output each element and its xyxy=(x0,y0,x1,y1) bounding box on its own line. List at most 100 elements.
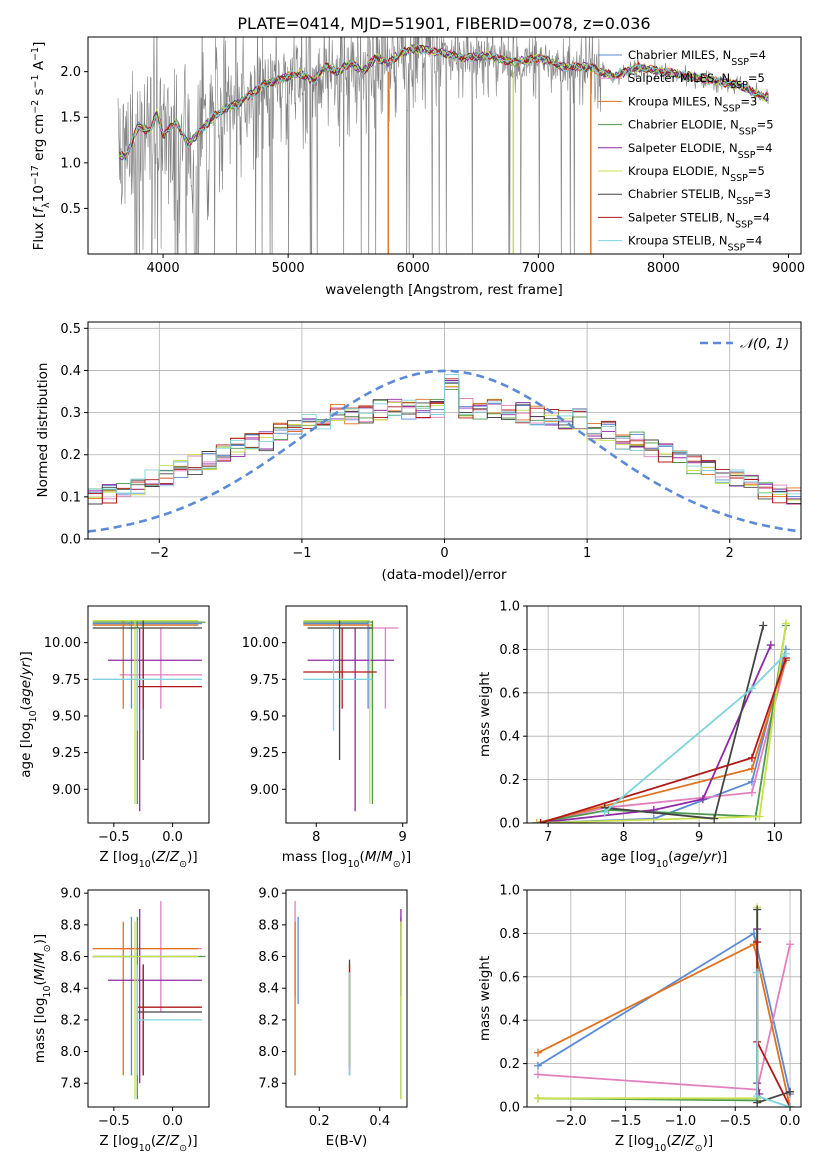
x-tick-label: 5000 xyxy=(272,261,305,276)
x-tick-label: 8 xyxy=(619,830,627,845)
label-part: ⊙ xyxy=(179,859,187,870)
y-tick-label: 9.50 xyxy=(52,709,81,724)
label-part: −2 xyxy=(30,100,41,114)
label-part: )] xyxy=(32,934,48,945)
y-tick-label: 0.8 xyxy=(499,927,520,942)
label-part: M xyxy=(365,849,377,865)
axes-frame xyxy=(285,605,408,824)
label-part: yr xyxy=(18,660,34,676)
x-tick-label: 1 xyxy=(583,546,591,561)
label-part: M xyxy=(32,952,48,964)
label-part: )] xyxy=(703,1133,714,1149)
weight-marker-salpeter_elodie xyxy=(698,795,707,804)
label-part: Chabrier MILES, N xyxy=(628,48,731,62)
x-tick-label: 10 xyxy=(766,830,783,845)
weight-marker-chabrier_stelib xyxy=(753,905,762,914)
label-part: Flux [ xyxy=(31,213,47,251)
weight-marker-salpeter_miles xyxy=(747,788,756,797)
label-part: =5 xyxy=(748,71,765,85)
x-tick-label: −2 xyxy=(150,546,169,561)
label-part: ⊙ xyxy=(179,1143,187,1154)
label-part: age [log xyxy=(601,849,656,865)
y-tick-label: 8.6 xyxy=(258,950,279,965)
label-part: ( xyxy=(18,705,34,710)
y-tick-label: 0.4 xyxy=(499,1014,520,1029)
weight-marker-kroupa_stelib xyxy=(753,968,762,977)
y-tick-label: 8.6 xyxy=(60,950,81,965)
axes-spectrum: 4000 5000 6000 7000 8000 9000 0.5 1.0 1.5 2.0 Chab… xyxy=(30,36,805,298)
label-part: Z [log xyxy=(615,1133,654,1149)
x-tick-label: 7 xyxy=(544,830,552,845)
y-tick-label: 0.6 xyxy=(499,970,520,985)
x-tick-label: −2.0 xyxy=(555,1114,587,1129)
weight-line-chabrier_stelib xyxy=(604,625,765,820)
y-tick-label: 8.2 xyxy=(60,1013,81,1028)
weight-marker-kroupa_elodie xyxy=(533,1094,542,1103)
x-tick-label: −1 xyxy=(292,546,311,561)
label-part: −17 xyxy=(30,165,41,185)
label-part: λ xyxy=(41,202,52,208)
label-part: )] xyxy=(18,651,34,662)
weight-marker-kroupa_stelib xyxy=(600,808,609,817)
label-part: 10 xyxy=(347,859,359,870)
legend-label-chabrier_elodie: Chabrier ELODIE, NSSP=5 xyxy=(628,118,774,138)
y-tick-label: 0.4 xyxy=(499,730,520,745)
y-tick-label: 1.0 xyxy=(60,156,81,171)
label-part: Salpeter ELODIE, N xyxy=(628,141,738,155)
label-part: 10 xyxy=(139,859,151,870)
axes-frame xyxy=(526,605,802,824)
x-tick-label: 0.0 xyxy=(162,1114,183,1129)
y-tick-label: 9.75 xyxy=(250,673,279,688)
label-part: SSP xyxy=(736,196,754,207)
label-part: / xyxy=(165,1133,170,1149)
weight-marker-chabrier_miles xyxy=(533,1061,542,1070)
y-tick-label: 0.5 xyxy=(60,322,81,337)
y-tick-label: 0.2 xyxy=(60,448,81,463)
weight-marker-kroupa_miles xyxy=(747,764,756,773)
weight-plot xyxy=(532,619,790,823)
y-tick-label: 1.0 xyxy=(499,884,520,899)
axes-frame xyxy=(87,321,802,540)
x-axis-label: (data-model)/error xyxy=(381,567,507,583)
y-tick-label: 0.2 xyxy=(499,1057,520,1072)
axes-mass_vs_Z: −0.5 0.07.88.08.28.48.68.89.0Z [log10(Z/Z… xyxy=(32,887,210,1154)
label-part: yr xyxy=(702,849,718,865)
x-axis-label: mass [log10(M/M⊙)] xyxy=(282,849,411,870)
legend-label-salpeter_elodie: Salpeter ELODIE, NSSP=4 xyxy=(628,141,772,161)
y-tick-label: 9.25 xyxy=(250,746,279,761)
label-part: =3 xyxy=(754,187,771,201)
y-tick-label: 9.75 xyxy=(52,673,81,688)
y-tick-label: 8.0 xyxy=(258,1045,279,1060)
x-tick-label: 6000 xyxy=(397,261,430,276)
x-tick-label: 4000 xyxy=(147,261,180,276)
y-tick-label: 9.00 xyxy=(250,783,279,798)
label-part: ( xyxy=(32,980,48,985)
label-part: 10 xyxy=(139,1143,151,1154)
legend-label-chabrier_stelib: Chabrier STELIB, NSSP=3 xyxy=(628,187,771,207)
weight-marker-kroupa_elodie xyxy=(532,819,541,823)
label-part: M xyxy=(32,968,48,980)
label-part: Z xyxy=(684,1133,695,1149)
x-tick-label: −0.5 xyxy=(98,1114,130,1129)
weight-marker-kroupa_stelib xyxy=(781,649,790,658)
label-part: mass [log xyxy=(32,998,48,1064)
label-part: ] xyxy=(31,42,47,47)
weight-marker-kroupa_miles xyxy=(533,1048,542,1057)
x-tick-label: 0.4 xyxy=(369,1114,390,1129)
label-part: SSP xyxy=(730,173,748,184)
x-tick-label: −1.5 xyxy=(610,1114,642,1129)
x-tick-label: 9 xyxy=(399,830,407,845)
model-spectrum-kroupa_stelib xyxy=(119,44,768,164)
x-tick-label: 0 xyxy=(440,546,448,561)
y-tick-label: 0.8 xyxy=(499,643,520,658)
label-part: =3 xyxy=(740,94,757,108)
label-part: )] xyxy=(401,849,412,865)
label-part: Kroupa MILES, N xyxy=(628,94,723,108)
y-tick-label: 0.0 xyxy=(60,533,81,548)
label-part: s xyxy=(31,88,47,99)
label-part: SSP xyxy=(728,242,746,253)
axes-weight_vs_Z: −2.0 −1.5 −1.0 −0.5 0.0 0.0 0.2 0.4 0.6 0.8 1.0 Z [… xyxy=(477,884,802,1154)
y-tick-label: 9.0 xyxy=(60,887,81,902)
